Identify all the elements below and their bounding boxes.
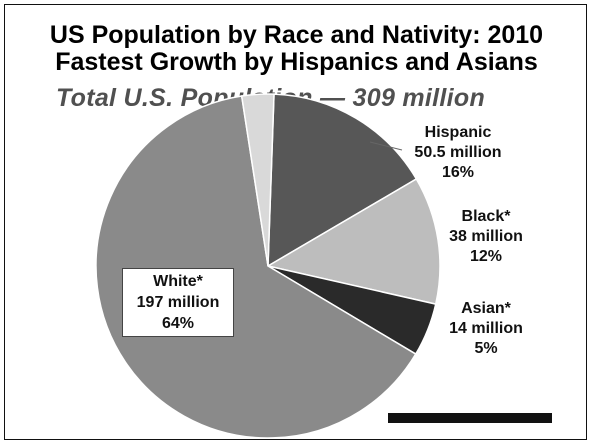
pie-slice-white (95, 95, 417, 439)
slice-label-asian-name: Asian* (461, 300, 511, 317)
chart-title-line-2: Fastest Growth by Hispanics and Asians (55, 48, 538, 76)
slice-label-hispanic: Hispanic 50.5 million 16% (402, 123, 514, 183)
pie-slice-other (240, 93, 275, 267)
slice-label-black-value: 38 million (449, 228, 523, 245)
slice-label-hispanic-name: Hispanic (424, 124, 492, 141)
pie-slice-black (265, 177, 441, 306)
slice-label-asian: Asian* 14 million 5% (436, 299, 536, 359)
slice-label-white: White* 197 million 64% (122, 268, 234, 337)
slice-label-white-name: White* (153, 273, 203, 290)
slice-label-white-percent: 64% (161, 315, 195, 332)
slice-label-asian-value: 14 million (449, 320, 523, 337)
hispanic-leader-line (369, 141, 403, 151)
slice-label-black-percent: 12% (469, 248, 503, 265)
slice-label-black: Black* 38 million 12% (436, 207, 536, 267)
slice-label-asian-percent: 5% (474, 340, 498, 357)
slide-frame (4, 4, 587, 440)
pie-slice-hispanic (267, 93, 418, 268)
slice-label-hispanic-percent: 16% (441, 164, 475, 181)
slice-label-black-name: Black* (461, 208, 511, 225)
slice-label-white-value: 197 million (136, 294, 220, 311)
chart-title: US Population by Race and Nativity: 2010 (49, 21, 544, 49)
slice-label-hispanic-value: 50.5 million (414, 144, 502, 161)
source-logo-bar (388, 413, 552, 423)
